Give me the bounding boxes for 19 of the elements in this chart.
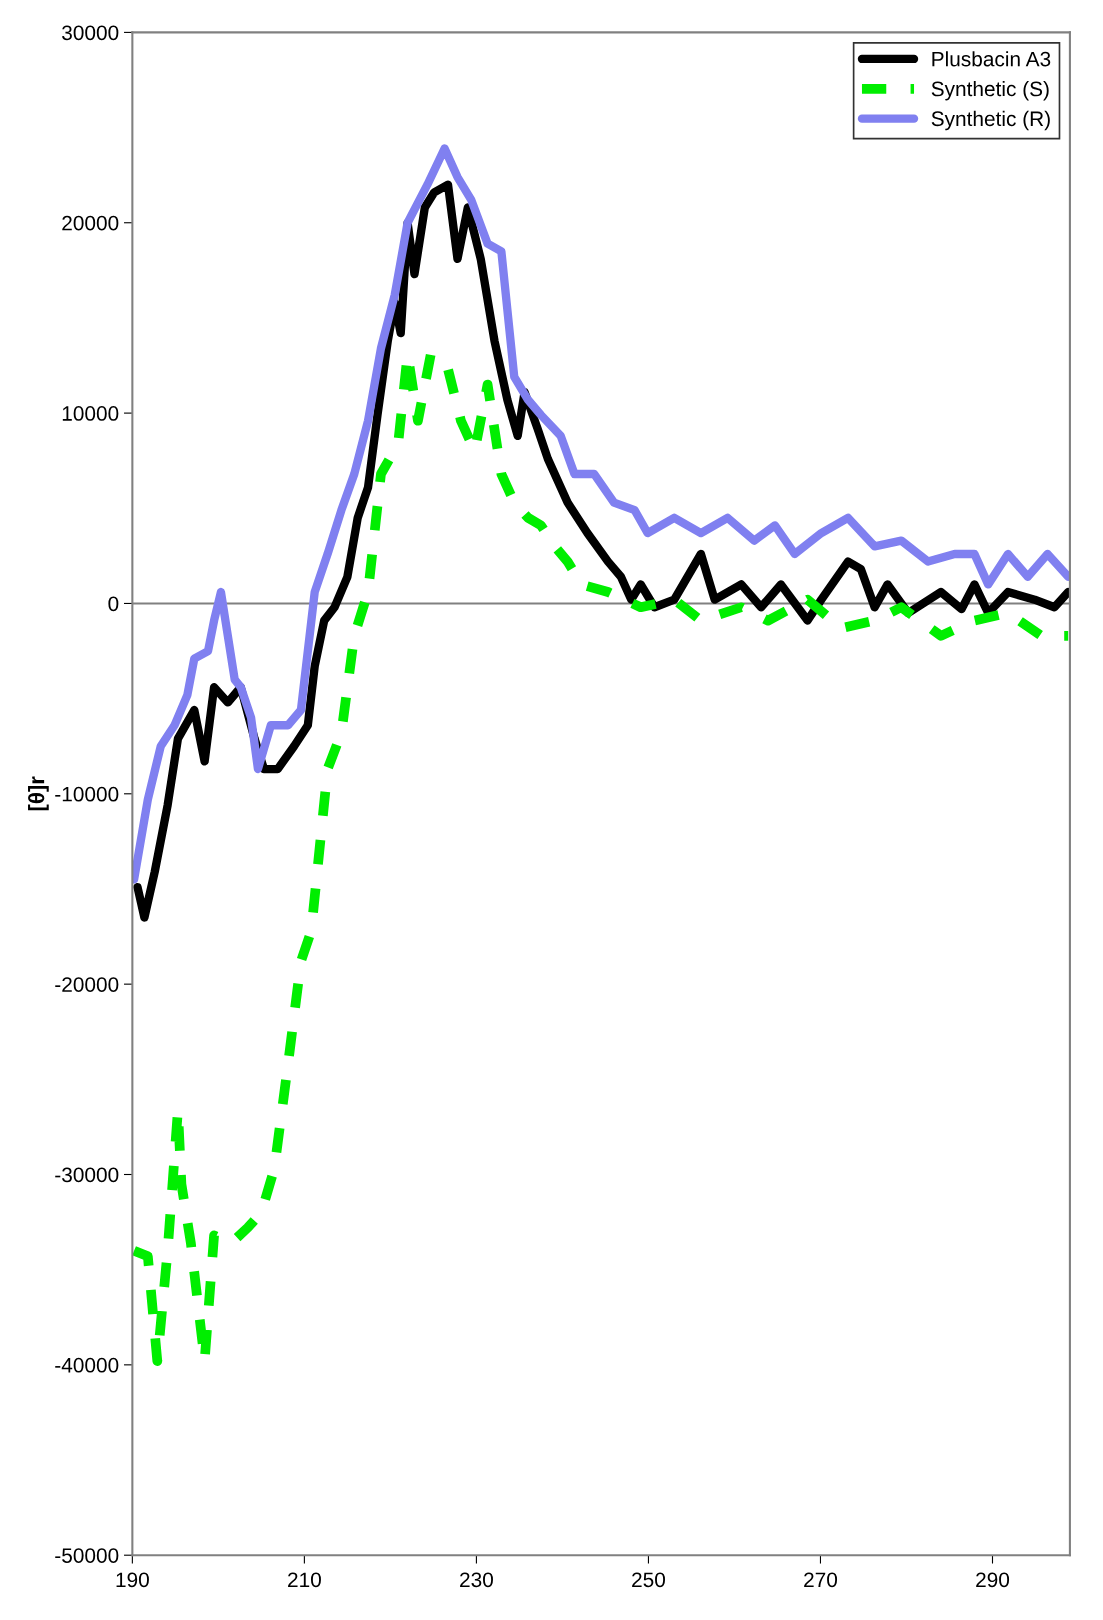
x-tick-label: 270 [804,1572,838,1588]
x-tick-label: 250 [632,1572,666,1588]
y-tick-label: -40000 [55,1357,119,1373]
x-tick-label: 190 [116,1572,149,1588]
y-tick-label: -50000 [55,1548,119,1563]
legend-label: Synthetic (R) [931,110,1050,131]
y-tick-label: -20000 [55,977,119,992]
legend-label: Synthetic (S) [931,80,1049,101]
y-tick-label: -10000 [55,786,119,802]
y-axis-title: [θ]r [28,776,49,811]
y-tick-label: -30000 [55,1167,119,1183]
y-tick-label: 10000 [62,406,119,421]
y-tick-label: 30000 [62,25,119,41]
x-tick-label: 210 [288,1572,321,1588]
y-tick-label: 0 [108,596,119,612]
x-tick-label: 290 [976,1572,1010,1588]
x-tick-label: 230 [460,1572,493,1588]
legend-label: Plusbacin A3 [932,51,1051,67]
y-tick-label: 20000 [62,215,119,231]
